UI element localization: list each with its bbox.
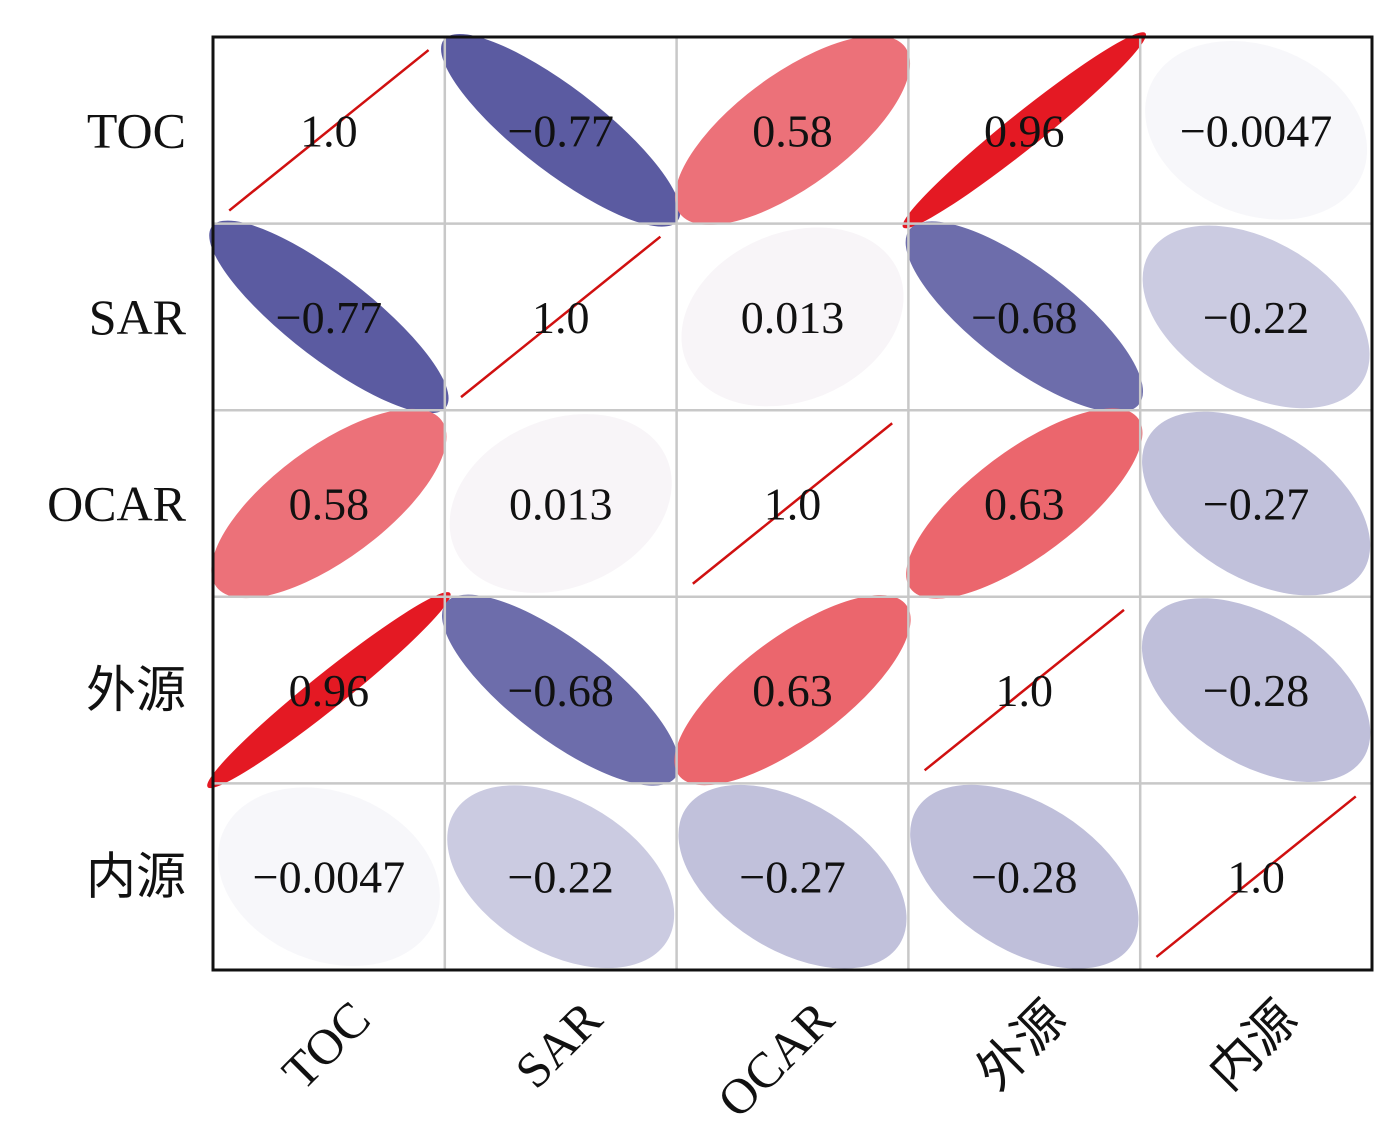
cell: −0.68 (442, 594, 680, 786)
cell-value-label: 0.63 (752, 665, 833, 716)
correlation-ellipse (678, 784, 907, 969)
cell: −0.77 (209, 220, 449, 414)
cell: 1.0 (1155, 795, 1357, 958)
correlation-ellipse (441, 33, 681, 227)
cell-value-label: −0.68 (507, 665, 613, 716)
cell: 1.0 (923, 608, 1125, 772)
cell: 0.013 (681, 227, 904, 407)
cell: −0.77 (441, 33, 681, 227)
cell: 1.0 (228, 49, 430, 212)
cell-value-label: −0.68 (971, 292, 1077, 343)
cell: 0.013 (449, 414, 672, 593)
cell: 0.96 (902, 32, 1147, 229)
correlation-ellipse (910, 784, 1139, 969)
cell-value-label: −0.27 (1203, 479, 1309, 530)
cell-value-label: 0.58 (289, 479, 370, 530)
correlation-ellipse (447, 785, 675, 969)
cell: 0.58 (211, 408, 447, 599)
cell: −0.27 (678, 784, 907, 969)
correlation-ellipse (209, 220, 449, 414)
correlation-ellipse (1141, 598, 1371, 783)
cell: 1.0 (692, 422, 893, 585)
cell-value-label: 0.58 (752, 105, 833, 156)
cell: 0.63 (906, 408, 1143, 599)
cell: −0.22 (447, 785, 675, 969)
cell-value-label: −0.28 (1203, 665, 1309, 716)
cell: 0.96 (207, 592, 451, 789)
cell: −0.0047 (217, 787, 440, 967)
cell-value-label: 1.0 (1227, 852, 1285, 903)
y-tick-label: OCAR (47, 476, 187, 532)
cell-value-label: −0.0047 (1180, 105, 1332, 156)
cell: 1.0 (460, 235, 662, 399)
y-tick-label: SAR (89, 289, 187, 345)
cell-value-label: −0.27 (739, 852, 845, 903)
plot-border (211, 35, 1374, 972)
cell: −0.22 (1142, 225, 1370, 409)
cell-value-label: 0.63 (984, 479, 1065, 530)
cell: −0.27 (1142, 411, 1371, 596)
x-tick-label: 外源 (966, 990, 1076, 1100)
cell: 0.58 (674, 35, 911, 225)
cell: −0.28 (910, 784, 1139, 969)
correlation-ellipse (442, 594, 680, 786)
cell: −0.68 (905, 221, 1143, 413)
y-tick-label: 外源 (86, 662, 186, 718)
x-tick-label: SAR (504, 990, 613, 1099)
y-tick-label: 内源 (86, 849, 186, 905)
correlation-ellipse (906, 408, 1143, 599)
cell: −0.0047 (1145, 40, 1368, 220)
correlation-ellipse (1142, 411, 1371, 596)
cell-value-label: −0.28 (971, 852, 1077, 903)
cell: −0.28 (1141, 598, 1371, 783)
y-tick-label: TOC (87, 102, 186, 158)
cell-value-label: 1.0 (764, 479, 822, 530)
cell-value-label: −0.77 (507, 105, 613, 156)
correlation-ellipse (905, 221, 1143, 413)
correlation-ellipse (449, 414, 672, 593)
cell-value-label: −0.22 (507, 852, 613, 903)
x-tick-label: 内源 (1198, 990, 1308, 1100)
x-tick-label: OCAR (706, 990, 844, 1128)
correlation-ellipse (1142, 225, 1370, 409)
cell-value-label: 1.0 (996, 665, 1054, 716)
grid-lines (213, 37, 1372, 970)
x-tick-label: TOC (271, 990, 381, 1100)
correlation-line-mark (228, 49, 430, 212)
cell-value-label: −0.22 (1203, 292, 1309, 343)
correlation-ellipse (211, 408, 447, 599)
correlation-ellipse (674, 35, 911, 225)
correlation-ellipse (902, 32, 1147, 229)
cell-value-label: 1.0 (300, 105, 358, 156)
correlation-ellipse (674, 595, 911, 786)
correlation-line-mark (692, 422, 893, 585)
cell: 0.63 (674, 595, 911, 786)
correlation-ellipse (217, 787, 440, 967)
correlation-line-mark (1155, 795, 1357, 958)
cell-value-label: 0.96 (984, 105, 1065, 156)
correlation-ellipse (207, 592, 451, 789)
cell-value-label: 0.013 (509, 479, 613, 530)
cell-value-label: −0.0047 (253, 852, 405, 903)
cell-value-label: 0.013 (741, 292, 845, 343)
correlation-line-mark (460, 235, 662, 399)
cell-value-label: −0.77 (276, 292, 382, 343)
cell-value-label: 1.0 (532, 292, 590, 343)
cell-value-label: 0.96 (289, 665, 370, 716)
correlation-ellipse (1145, 40, 1368, 220)
correlation-ellipse (681, 227, 904, 407)
correlation-line-mark (923, 608, 1125, 772)
cells-layer: 1.0 −0.77 0.58 0.96 −0.0047 −0.77 1.0 0.013 −0.6… (207, 32, 1371, 969)
x-axis-labels: TOC SAR OCAR 外源 内源 (271, 990, 1308, 1128)
